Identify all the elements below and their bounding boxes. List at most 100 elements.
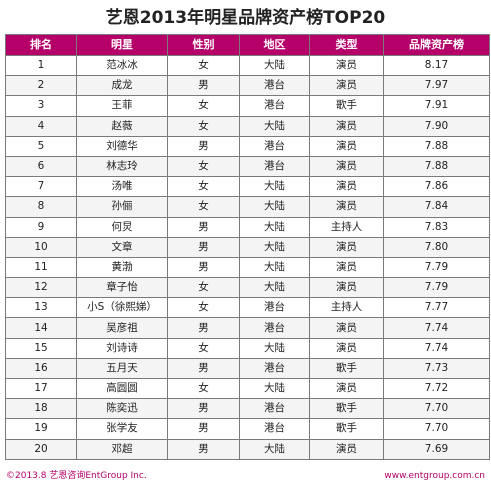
type-cell: 歌手 xyxy=(309,95,384,117)
star-cell: 文章 xyxy=(76,236,168,258)
region-cell: 港台 xyxy=(239,317,310,339)
region-cell: 大陆 xyxy=(239,438,310,460)
page-title: 艺恩2013年明星品牌资产榜TOP20 xyxy=(105,8,386,28)
gender-cell: 男 xyxy=(167,398,240,420)
type-cell: 歌手 xyxy=(309,398,384,420)
gender-cell: 女 xyxy=(167,196,240,218)
table-row: 4 赵薇女大陆 演员 7.90 xyxy=(5,115,490,137)
star-cell: 小S（徐熙娣） xyxy=(76,297,168,319)
type-cell: 演员 xyxy=(309,438,384,460)
star-cell: 章子怡 xyxy=(76,277,168,299)
gender-cell: 女 xyxy=(167,54,240,77)
star-cell: 五月天 xyxy=(76,357,168,380)
table-header-row: 排名 明星 性别 地区 类型 品牌资产榜 xyxy=(5,34,490,56)
brand-score-cell: 7.72 xyxy=(383,377,490,400)
table-row: 18 陈奕迅男港台 歌手 7.70 xyxy=(5,398,490,420)
region-cell: 大陆 xyxy=(239,216,310,238)
rank-cell: 12 xyxy=(5,277,77,299)
rank-cell: 9 xyxy=(5,216,77,238)
gender-cell: 女 xyxy=(167,155,240,178)
star-cell: 吴彦祖 xyxy=(76,317,168,339)
rank-cell: 10 xyxy=(5,236,77,258)
region-cell: 港台 xyxy=(239,398,310,420)
rank-cell: 16 xyxy=(5,357,77,380)
type-cell: 演员 xyxy=(309,135,384,157)
brand-score-cell: 7.88 xyxy=(383,155,490,178)
type-cell: 演员 xyxy=(309,176,384,198)
star-cell: 赵薇 xyxy=(76,115,168,137)
region-cell: 大陆 xyxy=(239,54,310,77)
gender-cell: 男 xyxy=(167,216,240,238)
brand-score-cell: 7.79 xyxy=(383,256,490,279)
rank-cell: 13 xyxy=(5,297,77,319)
gender-cell: 女 xyxy=(167,176,240,198)
table-row: 10 文章男大陆 演员 7.80 xyxy=(5,236,490,258)
rank-cell: 18 xyxy=(5,398,77,420)
type-cell: 演员 xyxy=(309,115,384,137)
brand-score-cell: 7.69 xyxy=(383,438,490,460)
brand-score-cell: 7.97 xyxy=(383,75,490,97)
table-body: 1 范冰冰女大陆 演员 8.17 2 成龙男港台 演员 7.97 3 王菲女港台 歌手 7.91 4 赵薇… xyxy=(5,54,490,460)
gender-cell: 女 xyxy=(167,95,240,117)
header-type: 类型 xyxy=(309,34,384,56)
table-row: 3 王菲女港台 歌手 7.91 xyxy=(5,95,490,117)
region-cell: 港台 xyxy=(239,95,310,117)
type-cell: 演员 xyxy=(309,337,384,359)
table-row: 15 刘诗诗女大陆 演员 7.74 xyxy=(5,337,490,359)
rank-cell: 19 xyxy=(5,418,77,440)
region-cell: 大陆 xyxy=(239,337,310,359)
type-cell: 演员 xyxy=(309,236,384,258)
brand-score-cell: 7.79 xyxy=(383,277,490,299)
table-row: 1 范冰冰女大陆 演员 8.17 xyxy=(5,54,490,77)
region-cell: 港台 xyxy=(239,135,310,157)
type-cell: 演员 xyxy=(309,196,384,218)
gender-cell: 男 xyxy=(167,438,240,460)
table-row: 20 邓超男大陆 演员 7.69 xyxy=(5,438,490,460)
region-cell: 大陆 xyxy=(239,277,310,299)
gender-cell: 女 xyxy=(167,337,240,359)
gender-cell: 男 xyxy=(167,236,240,258)
rank-cell: 2 xyxy=(5,75,77,97)
footer-website: www.entgroup.com.cn xyxy=(384,471,485,481)
table-row: 8 孙俪女大陆 演员 7.84 xyxy=(5,196,490,218)
brand-score-cell: 7.70 xyxy=(383,398,490,420)
gender-cell: 男 xyxy=(167,256,240,279)
rank-cell: 4 xyxy=(5,115,77,137)
brand-score-cell: 7.77 xyxy=(383,297,490,319)
table-row: 19 张学友男港台 歌手 7.70 xyxy=(5,418,490,440)
star-cell: 刘诗诗 xyxy=(76,337,168,359)
header-rank: 排名 xyxy=(5,34,77,56)
gender-cell: 女 xyxy=(167,277,240,299)
table-row: 16 五月天男港台 歌手 7.73 xyxy=(5,357,490,380)
type-cell: 演员 xyxy=(309,75,384,97)
type-cell: 主持人 xyxy=(309,297,384,319)
gender-cell: 男 xyxy=(167,317,240,339)
brand-score-cell: 7.74 xyxy=(383,337,490,359)
region-cell: 港台 xyxy=(239,357,310,380)
brand-score-cell: 7.80 xyxy=(383,236,490,258)
region-cell: 港台 xyxy=(239,155,310,178)
table-row: 17 高圆圆女大陆 演员 7.72 xyxy=(5,377,490,400)
type-cell: 演员 xyxy=(309,155,384,178)
gender-cell: 男 xyxy=(167,75,240,97)
header-star: 明星 xyxy=(76,34,168,56)
type-cell: 演员 xyxy=(309,54,384,77)
star-cell: 陈奕迅 xyxy=(76,398,168,420)
star-cell: 王菲 xyxy=(76,95,168,117)
region-cell: 大陆 xyxy=(239,377,310,400)
gender-cell: 女 xyxy=(167,377,240,400)
table-row: 12 章子怡女大陆 演员 7.79 xyxy=(5,277,490,299)
rank-cell: 20 xyxy=(5,438,77,460)
brand-score-cell: 7.90 xyxy=(383,115,490,137)
rank-cell: 1 xyxy=(5,54,77,77)
type-cell: 演员 xyxy=(309,317,384,339)
type-cell: 演员 xyxy=(309,377,384,400)
rank-cell: 8 xyxy=(5,196,77,218)
region-cell: 大陆 xyxy=(239,115,310,137)
rank-cell: 3 xyxy=(5,95,77,117)
gender-cell: 女 xyxy=(167,115,240,137)
region-cell: 大陆 xyxy=(239,176,310,198)
table-row: 14 吴彦祖男港台 演员 7.74 xyxy=(5,317,490,339)
gender-cell: 男 xyxy=(167,135,240,157)
star-cell: 张学友 xyxy=(76,418,168,440)
